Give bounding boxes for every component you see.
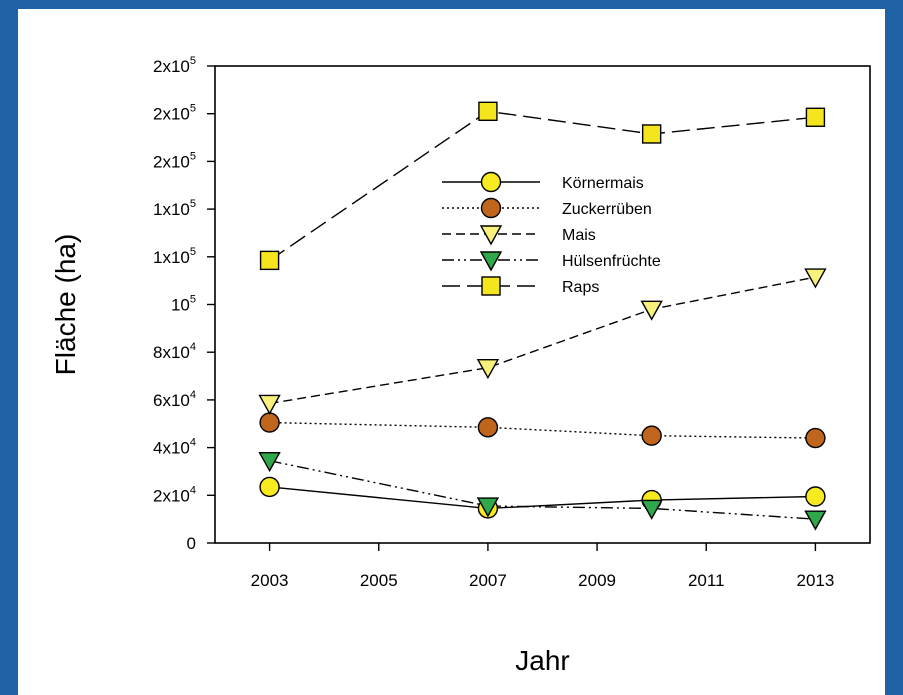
x-tick-label: 2009 [578,571,616,590]
legend-label-h-lsenfr-chte: Hülsenfrüchte [562,253,661,270]
series-line-zuckerr-ben [269,421,816,439]
data-point-h-lsenfr-chte [258,452,281,473]
legend-marker-k-rnermais [480,171,502,193]
legend-label-zuckerr-ben: Zuckerrüben [562,201,652,218]
data-point-raps [805,107,826,127]
y-tick-label: 4x104 [153,437,196,458]
y-tick-label: 2x105 [153,55,196,76]
y-tick-label: 6x104 [153,389,196,410]
series-line-k-rnermais [269,486,816,510]
data-point-h-lsenfr-chte [476,497,500,518]
series-line-mais [269,276,816,405]
data-point-mais [476,359,500,380]
y-tick-label: 0 [187,534,196,553]
data-point-zuckerr-ben [259,412,280,433]
x-tick-label: 2003 [251,571,289,590]
plot-frame [214,65,871,544]
data-point-raps [259,250,280,271]
legend-label-raps: Raps [562,279,599,296]
y-tick-label: 8x104 [153,341,196,362]
y-tick-label: 2x104 [153,484,196,505]
legend-marker-mais [479,225,503,246]
data-point-mais [804,268,827,289]
x-axis-title: Jahr [515,645,569,676]
x-tick-label: 2005 [360,571,398,590]
data-point-raps [478,101,498,122]
data-point-k-rnermais [805,486,826,507]
y-tick-label: 1x105 [153,198,196,219]
data-point-k-rnermais [259,476,280,498]
legend-marker-h-lsenfr-chte [479,251,503,272]
x-tick-label: 2013 [797,571,835,590]
series-line-h-lsenfr-chte [269,460,816,520]
data-point-h-lsenfr-chte [640,499,663,520]
legend-label-mais: Mais [562,227,596,244]
y-tick-label: 105 [171,294,196,315]
data-point-h-lsenfr-chte [804,510,827,531]
data-point-mais [258,394,281,415]
y-tick-label: 2x105 [153,103,196,124]
y-axis-title: Fläche (ha) [50,234,81,376]
data-point-zuckerr-ben [477,417,499,438]
data-point-zuckerr-ben [805,427,826,449]
y-tick-label: 2x105 [153,150,196,171]
legend-marker-raps [481,276,501,296]
y-tick-label: 1x105 [153,246,196,267]
x-tick-label: 2011 [688,571,725,590]
x-tick-label: 2007 [469,571,507,590]
data-point-zuckerr-ben [641,425,662,446]
legend-marker-zuckerr-ben [480,197,502,219]
series-line-raps [269,110,816,261]
legend-label-k-rnermais: Körnermais [562,175,644,192]
data-point-mais [640,300,663,321]
data-point-raps [641,124,662,144]
